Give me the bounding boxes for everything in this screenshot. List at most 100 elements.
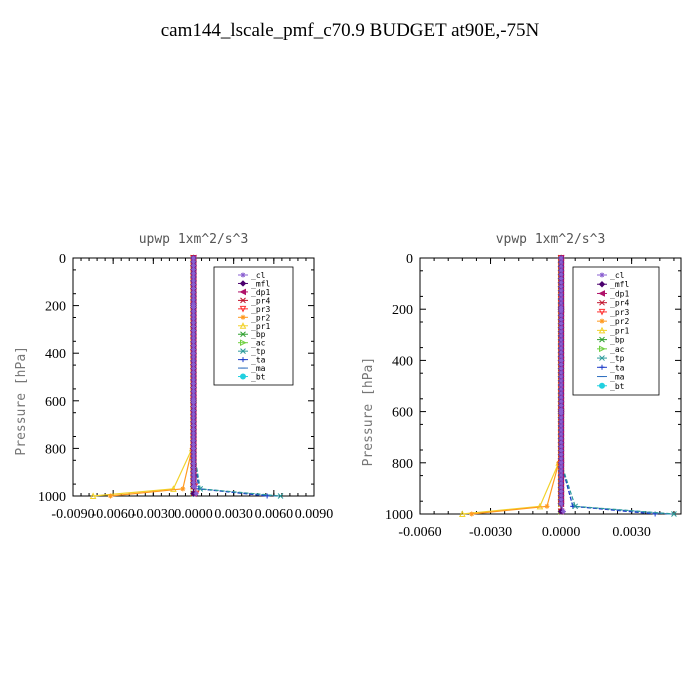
data-point <box>191 468 196 474</box>
data-point <box>191 388 196 394</box>
data-point <box>191 285 196 291</box>
legend-label: _bp <box>251 330 266 339</box>
legend-label: _bt <box>610 382 625 391</box>
data-point <box>558 300 564 306</box>
plot-area <box>459 254 677 517</box>
legend: _cl_mfl_dp1_pr4_pr3_pr2_pr1_bp_ac_tp_ta_… <box>213 266 294 386</box>
data-point <box>558 349 564 355</box>
series-line <box>110 258 195 497</box>
data-point <box>191 331 196 337</box>
series-line <box>93 258 195 497</box>
data-point <box>191 263 196 269</box>
data-point <box>459 510 466 517</box>
x-tick-label: 0.0090 <box>295 507 334 522</box>
data-point <box>558 472 564 478</box>
legend-item: _pr2 <box>597 317 629 326</box>
legend-item: _mfl <box>238 279 270 288</box>
data-point <box>191 303 196 309</box>
data-point <box>558 456 564 462</box>
data-point <box>558 366 564 372</box>
legend-item: _bt <box>238 373 266 382</box>
data-point <box>191 480 196 486</box>
data-point <box>191 415 196 421</box>
legend-item: _tp <box>597 354 625 363</box>
legend-item: _ta <box>597 363 625 372</box>
data-point <box>558 280 564 286</box>
data-point <box>191 377 196 383</box>
legend-item: _ac <box>238 339 266 348</box>
data-point <box>191 274 196 280</box>
data-point <box>599 345 606 353</box>
data-point <box>191 343 196 349</box>
data-point <box>558 325 564 331</box>
plot-area <box>89 254 284 499</box>
data-point <box>558 263 564 269</box>
y-tick-label: 1000 <box>385 508 413 523</box>
data-point <box>191 464 196 470</box>
y-tick-label: 600 <box>45 395 66 410</box>
data-point <box>598 281 606 288</box>
data-point <box>558 423 564 429</box>
legend-item: _pr1 <box>597 326 629 335</box>
data-point <box>558 427 564 433</box>
legend-label: _ta <box>610 363 625 372</box>
data-point <box>558 361 564 367</box>
legend-label: _pr4 <box>610 299 629 308</box>
data-point <box>558 464 564 470</box>
data-point <box>558 394 564 400</box>
chart-title: vpwp 1xm^2/s^3 <box>496 232 606 247</box>
data-point <box>191 411 196 417</box>
data-point <box>240 373 246 380</box>
data-point <box>239 322 247 329</box>
data-point <box>558 501 564 507</box>
data-point <box>558 435 564 441</box>
data-point <box>191 476 196 482</box>
data-point <box>558 312 564 318</box>
data-point <box>558 415 564 421</box>
x-tick-label: -0.0030 <box>469 525 512 540</box>
x-tick-label: 0.0030 <box>214 507 253 522</box>
x-tick-label: -0.0090 <box>51 507 94 522</box>
data-point <box>558 493 564 499</box>
data-point <box>558 321 564 327</box>
page-title: cam144_lscale_pmf_c70.9 BUDGET at90E,-75… <box>160 20 540 41</box>
data-point <box>191 278 196 284</box>
legend-label: _ac <box>610 345 625 354</box>
data-point <box>191 430 196 436</box>
data-point <box>180 486 186 492</box>
data-point <box>558 409 564 415</box>
data-point <box>191 426 196 432</box>
data-point <box>191 445 196 451</box>
data-point <box>191 255 196 261</box>
data-point <box>558 374 564 380</box>
data-point <box>558 460 564 466</box>
data-point <box>240 357 246 363</box>
data-point <box>558 378 564 384</box>
data-point <box>598 326 606 334</box>
data-point <box>558 431 564 437</box>
legend-label: _ma <box>251 364 266 373</box>
data-point <box>191 419 196 425</box>
series-cl <box>558 255 566 514</box>
data-point <box>191 369 196 375</box>
series-line <box>471 258 562 515</box>
legend-item: _tp <box>238 347 266 356</box>
data-point <box>558 292 564 298</box>
legend-box <box>572 266 660 396</box>
legend-item: _mfl <box>597 280 629 289</box>
data-point <box>599 318 605 324</box>
legend-item: _pr3 <box>597 308 629 317</box>
legend-label: _pr3 <box>251 305 270 314</box>
legend-box <box>213 266 294 386</box>
data-point <box>191 472 196 478</box>
y-tick-label: 400 <box>392 354 413 369</box>
legend-item: _ma <box>238 364 266 373</box>
data-point <box>193 491 199 497</box>
data-point <box>560 508 566 514</box>
data-point <box>558 275 564 281</box>
data-point <box>191 373 196 379</box>
y-tick-label: 800 <box>392 457 413 472</box>
data-point <box>544 503 550 509</box>
y-tick-label: 0 <box>406 252 413 267</box>
y-tick-label: 800 <box>45 442 66 457</box>
